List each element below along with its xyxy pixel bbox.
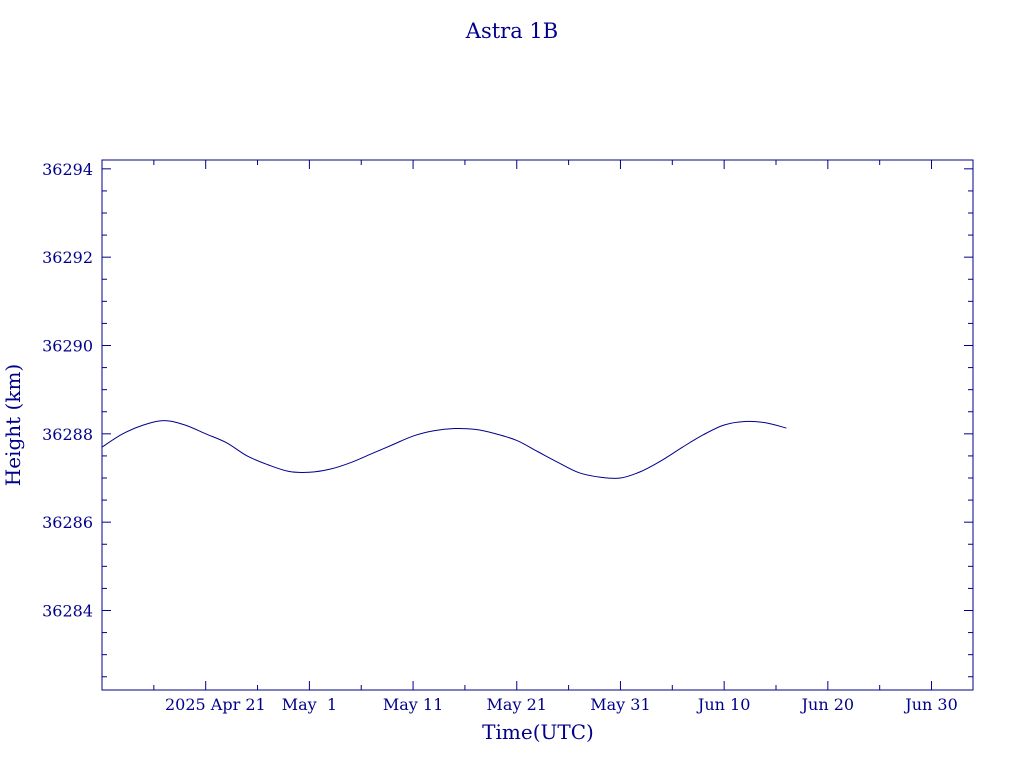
x-tick-label: Jun 10 — [696, 695, 750, 714]
axis-ticks — [102, 160, 973, 690]
x-tick-label: May 1 — [282, 695, 337, 714]
y-tick-label: 36292 — [42, 248, 93, 267]
x-tick-labels: 2025 Apr 21 May 1 May 11 May 21 May 31 Jun 10… — [165, 695, 958, 714]
x-tick-label: May 31 — [590, 695, 650, 714]
y-tick-label: 36290 — [42, 337, 93, 356]
x-tick-label: Jun 20 — [800, 695, 854, 714]
y-tick-labels: 36284 36286 36288 36290 36292 36294 — [42, 160, 93, 621]
x-axis-label: Time(UTC) — [482, 720, 594, 744]
y-tick-label: 36286 — [42, 513, 93, 532]
x-tick-label: Jun 30 — [903, 695, 957, 714]
x-tick-label: May 21 — [487, 695, 547, 714]
series-line — [101, 420, 787, 479]
y-tick-label: 36294 — [42, 160, 93, 179]
plot-frame — [101, 159, 974, 691]
x-tick-label: May 11 — [383, 695, 443, 714]
chart-title: Astra 1B — [465, 19, 558, 43]
y-tick-label: 36284 — [42, 602, 93, 621]
y-tick-label: 36288 — [42, 425, 93, 444]
y-axis-label: Height (km) — [1, 364, 25, 486]
x-tick-label: 2025 Apr 21 — [165, 695, 266, 714]
